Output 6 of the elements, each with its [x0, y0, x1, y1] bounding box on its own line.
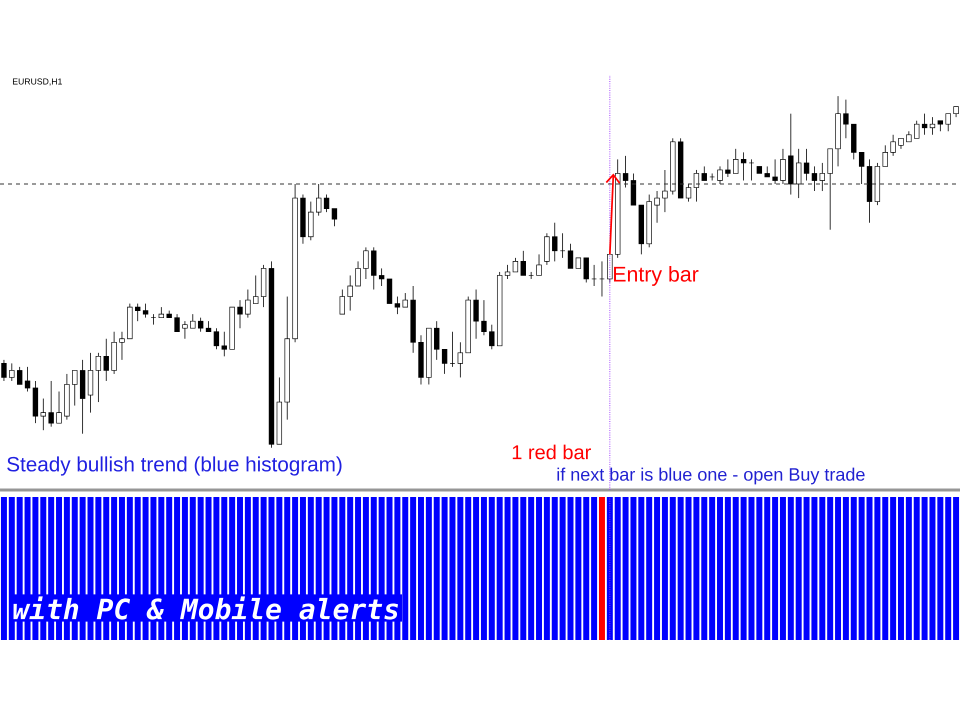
text: Steady bullish trend (blue histogram) — [7, 456, 342, 476]
text: if next bar is blue one - open Buy trade — [557, 468, 865, 484]
annotation: 1 red bar — [512, 444, 591, 460]
annotation: Entry bar — [614, 266, 698, 286]
chart-title: EURUSD,H1 — [12, 78, 62, 86]
annotation: with PC & Mobile alerts — [14, 596, 398, 620]
